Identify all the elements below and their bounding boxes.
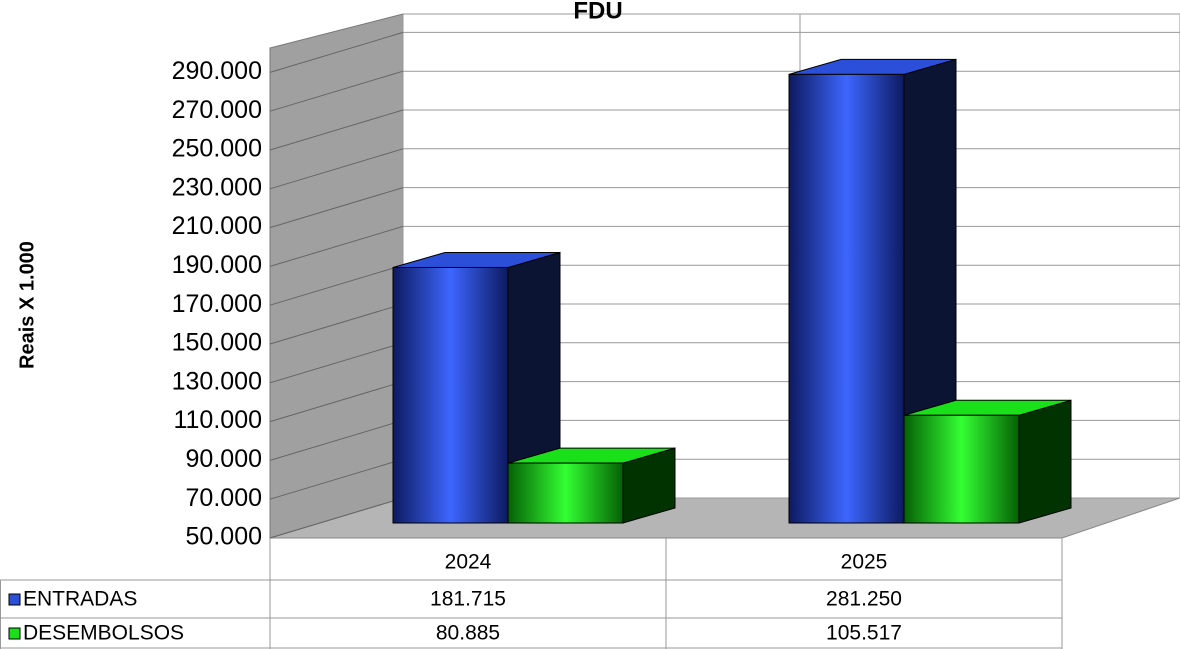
table-value: 281.250: [826, 588, 902, 611]
y-tick-label: 230.000: [172, 173, 262, 201]
grid-line: [269, 303, 404, 345]
bar: [788, 73, 905, 524]
y-tick-label: 290.000: [172, 57, 262, 85]
x-tick-label: 2025: [841, 551, 888, 574]
y-tick-label: 190.000: [172, 251, 262, 279]
grid-line: [269, 31, 404, 73]
table-value: 181.715: [430, 588, 506, 611]
grid-line: [269, 458, 404, 500]
grid-line: [269, 225, 404, 267]
grid-line: [269, 70, 404, 112]
data-table: [0, 538, 1063, 649]
legend-label: DESEMBOLSOS: [23, 622, 184, 645]
grid-line: [269, 419, 404, 461]
grid-line: [269, 109, 404, 151]
y-tick-label: 130.000: [172, 367, 262, 395]
side-wall: [269, 13, 404, 539]
y-tick-label: 90.000: [186, 445, 262, 473]
table-value: 80.885: [436, 622, 500, 645]
grid-line: [269, 187, 404, 229]
y-tick-label: 270.000: [172, 96, 262, 124]
table-value: 105.517: [826, 622, 902, 645]
y-tick-label: 210.000: [172, 212, 262, 240]
y-axis-label: Reais X 1.000: [16, 241, 38, 369]
grid-line: [269, 342, 404, 384]
grid-line: [269, 497, 404, 539]
bar: [903, 414, 1020, 524]
y-tick-label: 170.000: [172, 290, 262, 318]
grid-line: [269, 148, 404, 190]
chart-title: FDU: [573, 0, 622, 24]
grid-line: [269, 381, 404, 423]
y-tick-label: 50.000: [186, 523, 262, 551]
legend-swatch: [8, 593, 21, 606]
y-tick-label: 110.000: [173, 406, 262, 434]
bar: [507, 462, 624, 524]
legend-label: ENTRADAS: [23, 588, 137, 611]
legend-swatch: [8, 627, 21, 640]
x-tick-label: 2024: [445, 551, 492, 574]
y-tick-label: 250.000: [172, 135, 262, 163]
y-tick-label: 150.000: [172, 329, 262, 357]
bar: [392, 266, 509, 524]
bar-side: [1018, 399, 1072, 524]
grid-line: [269, 264, 404, 306]
y-tick-label: 70.000: [186, 484, 262, 512]
